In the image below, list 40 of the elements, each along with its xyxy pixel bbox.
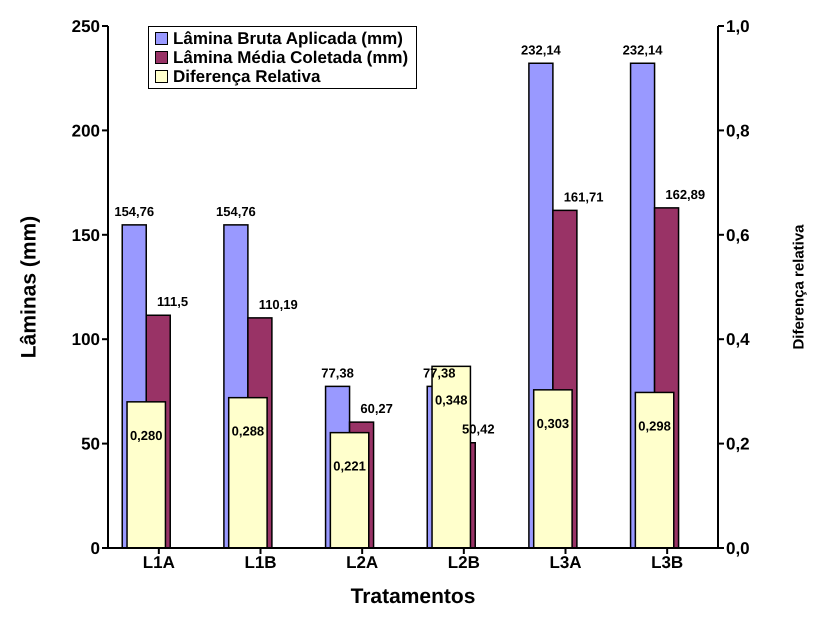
x-axis-title: Tratamentos: [350, 585, 476, 608]
data-label: 0,303: [536, 416, 570, 431]
data-label: 232,14: [622, 42, 664, 58]
data-label: 232,14: [521, 42, 562, 58]
y-axis-title: Lâminas (mm): [17, 216, 40, 358]
data-label: 0,280: [130, 428, 163, 443]
y-tick-label: 250: [72, 17, 100, 36]
legend-label: Lâmina Bruta Aplicada (mm): [173, 29, 403, 48]
data-label: 0,221: [333, 458, 366, 474]
y2-tick-label: 0,8: [726, 121, 750, 140]
data-label: 60,27: [360, 401, 393, 416]
data-label: 162,89: [665, 186, 706, 202]
y2-tick-label: 0,0: [726, 539, 750, 558]
y-tick-label: 200: [72, 121, 100, 140]
data-label: 154,76: [114, 204, 154, 219]
y-tick-label: 150: [72, 226, 100, 245]
y2-tick-label: 1,0: [726, 17, 750, 36]
x-tick-label: L3A: [549, 553, 582, 572]
data-label: 161,71: [564, 189, 604, 204]
x-tick-label: L3B: [651, 553, 684, 572]
data-label: 0,288: [232, 424, 264, 439]
x-tick-label: L2B: [448, 553, 480, 572]
x-tick-label: L1B: [244, 553, 277, 572]
y-tick-label: 0: [90, 539, 100, 558]
data-label: 154,76: [216, 204, 256, 219]
data-label: 0,298: [638, 418, 671, 434]
y2-axis-title: Diferença relativa: [790, 224, 808, 350]
x-tick-label: L1A: [142, 553, 175, 572]
data-label: 77,38: [321, 365, 354, 380]
legend-label: Diferença Relativa: [173, 67, 320, 86]
data-label: 111,5: [157, 294, 188, 310]
y-tick-label: 50: [81, 434, 100, 454]
x-tick-label: L2A: [346, 553, 378, 572]
legend-label: Lâmina Média Coletada (mm): [173, 48, 408, 67]
data-label: 0,348: [434, 392, 468, 408]
y-tick-label: 100: [72, 330, 100, 350]
y2-tick-label: 0,4: [726, 330, 750, 350]
y2-tick-label: 0,6: [726, 226, 750, 245]
y2-tick-label: 0,2: [726, 434, 750, 454]
data-label: 110,19: [258, 296, 298, 312]
